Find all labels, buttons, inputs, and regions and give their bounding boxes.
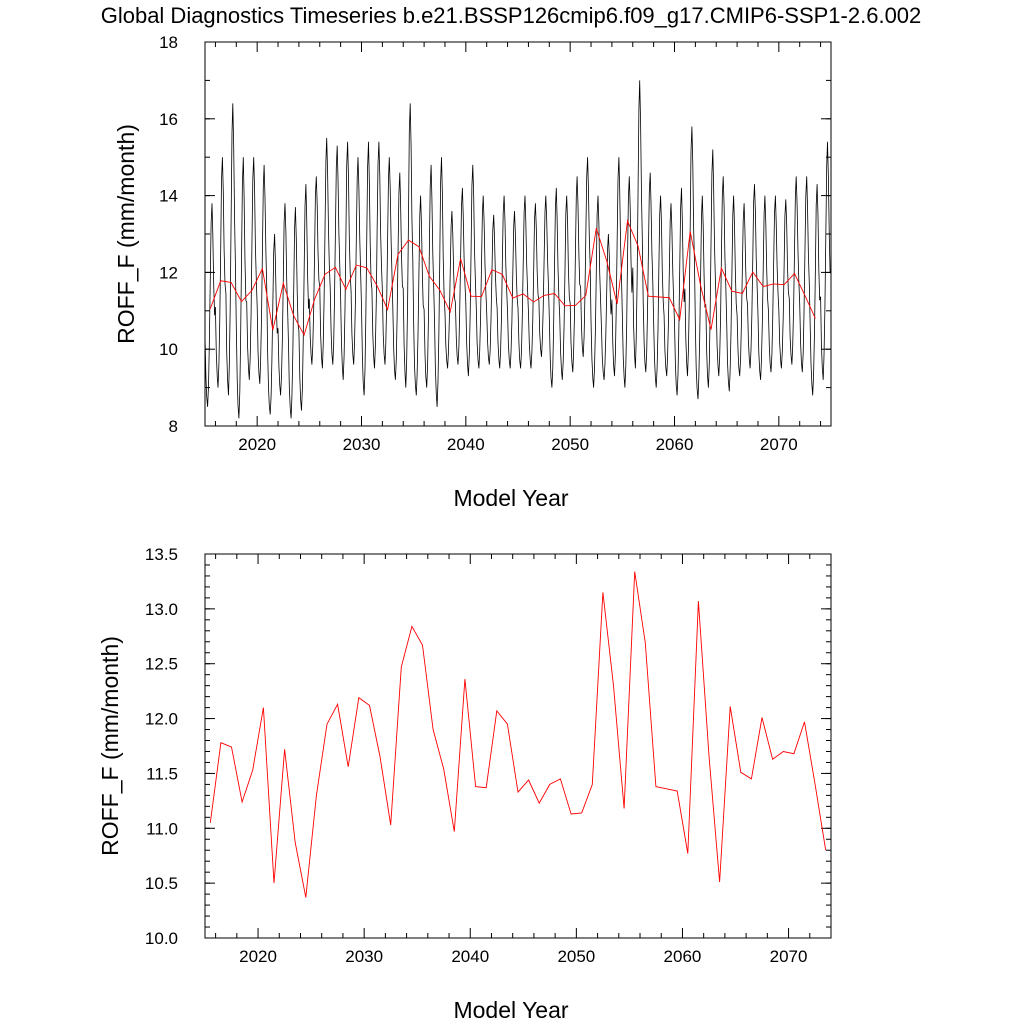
top-axis-ticks: 2020 2030 2040 2050 2060 2070 8 10 12 14 16 18	[159, 33, 831, 454]
bottom-y-axis-label: ROFF_F (mm/month)	[97, 636, 123, 856]
x-tick-label: 2070	[760, 435, 798, 454]
y-tick-label: 10.0	[145, 929, 178, 948]
y-tick-label: 14	[159, 187, 178, 206]
y-tick-label: 13.0	[145, 600, 178, 619]
y-tick-label: 11.5	[146, 764, 178, 783]
top-y-axis-label: ROFF_F (mm/month)	[113, 124, 139, 344]
monthly-series-line	[204, 80, 831, 419]
y-tick-label: 8	[169, 417, 178, 436]
x-tick-label: 2040	[451, 947, 489, 966]
x-tick-label: 2030	[343, 435, 381, 454]
top-series-layer	[204, 80, 831, 419]
y-tick-label: 10.5	[145, 874, 178, 893]
annual-mean-series-line	[209, 571, 827, 898]
x-tick-label: 2050	[557, 947, 595, 966]
top-x-axis-label: Model Year	[453, 485, 568, 511]
x-tick-label: 2070	[770, 947, 808, 966]
figure-title: Global Diagnostics Timeseries b.e21.BSSP…	[101, 3, 922, 28]
x-tick-label: 2060	[664, 947, 702, 966]
x-tick-label: 2040	[447, 435, 485, 454]
bottom-x-axis-label: Model Year	[453, 997, 568, 1023]
y-tick-label: 16	[159, 110, 178, 129]
bottom-panel: 2020 2030 2040 2050 2060 2070 10.0 10.5 11.0 11.5…	[97, 545, 832, 1023]
y-tick-label: 12.0	[145, 710, 178, 729]
y-tick-label: 18	[159, 33, 178, 52]
y-tick-label: 11.0	[146, 819, 178, 838]
annual-mean-series-line	[209, 219, 816, 337]
bottom-axis-ticks: 2020 2030 2040 2050 2060 2070 10.0 10.5 11.0 11.5…	[145, 545, 832, 966]
x-tick-label: 2030	[345, 947, 383, 966]
x-tick-label: 2060	[656, 435, 694, 454]
bottom-series-layer	[209, 571, 827, 898]
y-tick-label: 12.5	[145, 655, 178, 674]
x-tick-label: 2050	[551, 435, 589, 454]
plot-frame-bottom	[204, 553, 832, 939]
x-tick-label: 2020	[238, 435, 276, 454]
y-tick-label: 12	[159, 263, 178, 282]
y-tick-label: 10	[159, 340, 178, 359]
top-panel: 2020 2030 2040 2050 2060 2070 8 10 12 14 16 18 Mode…	[113, 33, 832, 511]
x-tick-label: 2020	[239, 947, 277, 966]
plot-frame-top	[204, 41, 832, 427]
y-tick-label: 13.5	[145, 545, 178, 564]
